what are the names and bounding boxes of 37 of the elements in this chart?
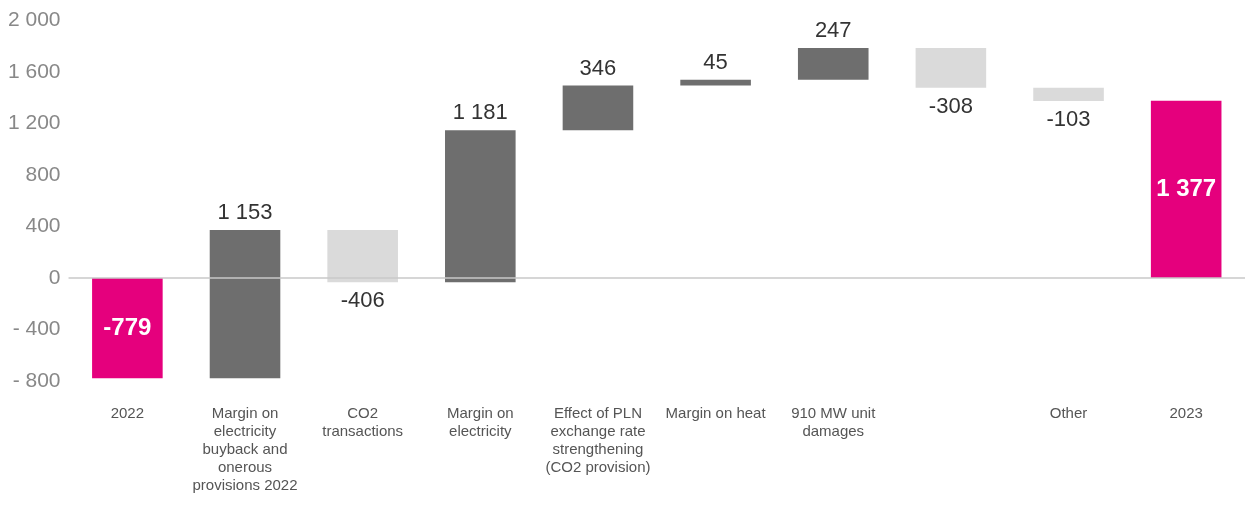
bar — [915, 48, 987, 88]
x-tick-label: Margin on electricity buyback and onerous provisions 2022 — [192, 404, 298, 494]
bar — [327, 229, 398, 283]
bar — [1033, 87, 1104, 101]
y-tick-label: 800 — [25, 161, 61, 185]
data-label: -779 — [103, 312, 152, 340]
y-tick-label: 0 — [48, 264, 61, 288]
y-tick-label: 2 000 — [7, 7, 61, 31]
data-label: 1 181 — [452, 99, 508, 125]
x-tick-label: Margin on heat — [665, 404, 767, 422]
x-tick-label: 2022 — [110, 404, 145, 422]
data-label: 1 153 — [217, 198, 273, 224]
data-label: 1 377 — [1156, 174, 1217, 202]
x-tick-label: Margin on electricity — [446, 404, 514, 440]
x-tick-label: Effect of PLN exchange rate strengthening (CO2 provision) — [545, 404, 651, 476]
bar — [445, 130, 516, 283]
data-label: -406 — [340, 287, 385, 313]
bar — [209, 229, 281, 379]
y-tick-label: - 400 — [12, 316, 61, 340]
bar — [797, 48, 869, 80]
bar — [1150, 100, 1222, 279]
y-tick-label: - 800 — [12, 367, 61, 391]
x-tick-label: 910 MW unit damages — [791, 404, 877, 440]
x-tick-label: 2023 — [1169, 404, 1203, 422]
bar — [680, 79, 751, 86]
x-tick-label: Other — [1049, 404, 1088, 422]
data-label: 346 — [579, 54, 617, 80]
data-label: 247 — [814, 17, 852, 43]
x-tick-label: CO2 transactions — [322, 404, 404, 440]
y-tick-label: 1 200 — [7, 110, 61, 134]
y-tick-label: 400 — [25, 213, 61, 237]
y-tick-label: 1 600 — [7, 58, 61, 82]
data-label: 45 — [703, 48, 728, 74]
bar — [92, 278, 163, 379]
data-label: -103 — [1046, 105, 1091, 131]
bar — [562, 85, 634, 131]
data-label: -308 — [928, 92, 973, 118]
